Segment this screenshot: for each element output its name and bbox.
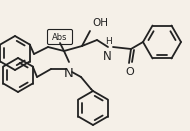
Text: O: O	[126, 67, 134, 77]
Text: N: N	[103, 50, 112, 63]
Text: Abs: Abs	[52, 32, 68, 42]
Text: N: N	[64, 67, 74, 80]
FancyBboxPatch shape	[48, 29, 73, 45]
Text: OH: OH	[92, 18, 108, 28]
Text: H: H	[105, 37, 112, 46]
